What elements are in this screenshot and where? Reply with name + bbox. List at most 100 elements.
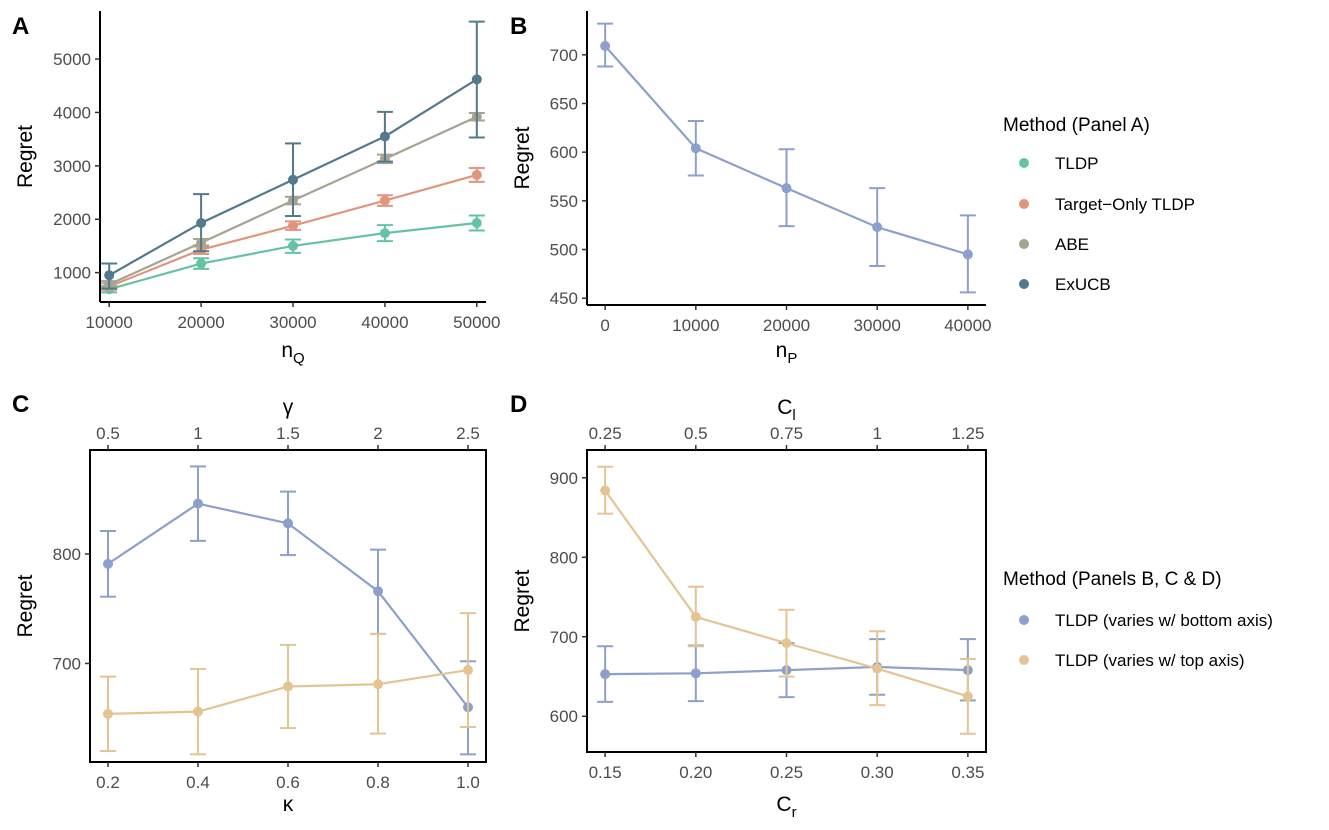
panel-a-series-0-line: [108, 221, 477, 291]
panel-d-top-tick-label: 0.5: [684, 424, 708, 443]
legend-panel-a: Method (Panel A) TLDP Target−Only TLDP A…: [1003, 115, 1195, 294]
legend-panels-bcd: Method (Panels B, C & D) TLDP (varies w/…: [1003, 569, 1273, 670]
panel-c-y-tick-label: 700: [53, 654, 81, 673]
panel-b-x-tick-label: 10000: [672, 316, 719, 335]
panel-d-y-tick-label: 900: [550, 469, 578, 488]
panel-a-y-axis-title: Regret: [14, 125, 37, 188]
panel-c-top-tick-label: 2: [373, 424, 382, 443]
panel-a-x-tick-label: 20000: [177, 313, 224, 332]
panel-a-x-tick-label: 40000: [361, 313, 408, 332]
legend-a-label-exucb: ExUCB: [1055, 275, 1111, 294]
panel-b-y-tick-label: 650: [550, 94, 578, 113]
panel-d-top-tick-label: 1.25: [951, 424, 984, 443]
legend-a-label-tldp: TLDP: [1055, 154, 1098, 173]
legend-a-marker-tldp: [1019, 158, 1029, 168]
panel-a-y-tick-label: 2000: [53, 210, 91, 229]
panel-c-x-tick-label: 0.4: [186, 773, 210, 792]
panel-d-top-tick-label: 0.25: [589, 424, 622, 443]
panel-c-y-axis-title: Regret: [14, 574, 37, 637]
panel-c-x-tick-label: 0.8: [366, 773, 390, 792]
panel-a-y-tick-label: 3000: [53, 157, 91, 176]
panel-b-series-0-point: [872, 222, 883, 233]
panel-d-y-tick-label: 600: [550, 707, 578, 726]
panel-label-d: D: [510, 391, 527, 418]
panel-c-top-tick-label: 1.5: [276, 424, 300, 443]
panel-b-series-0-point: [600, 41, 611, 52]
panel-a-series-3-point: [288, 174, 298, 185]
panel-a-x-tick-label: 50000: [453, 313, 500, 332]
panel-d-chart: 600 700 800 900 0.15 0.20 0.25 0.30 0.35 0.25 0.5 0…: [511, 396, 987, 821]
panel-c-series-1-point: [193, 706, 203, 717]
panel-d-x-tick-label: 0.20: [679, 763, 712, 782]
panel-d-top-tick-label: 1: [872, 424, 881, 443]
legend-a-marker-abe: [1019, 239, 1029, 249]
panel-b-x-tick-label: 30000: [854, 316, 901, 335]
panel-d-top-tick-label: 0.75: [770, 424, 803, 443]
panel-d-y-tick-label: 800: [550, 548, 578, 567]
panel-b-chart: 450 500 550 600 650 700 0 10000 20000 30000 40000 n…: [511, 11, 992, 367]
panel-c-top-tick-label: 0.5: [96, 424, 120, 443]
panel-b-series-0-point: [781, 183, 792, 194]
panel-d-series-1-point: [690, 611, 701, 622]
panel-a-series-3-point: [104, 270, 115, 281]
panel-c-series-0-point: [283, 518, 293, 529]
panel-c-top-tick-label: 1: [193, 424, 202, 443]
panel-c-x-axis-title: κ: [283, 793, 294, 816]
panel-label-a: A: [12, 13, 29, 40]
legend-a-marker-target-only: [1019, 199, 1029, 209]
panel-a-series-1-point: [288, 220, 298, 231]
panel-b-x-axis-title: nP: [776, 339, 798, 367]
panel-c-series-0-point: [103, 558, 113, 569]
panel-b-y-tick-label: 500: [550, 241, 578, 260]
legend-bcd-marker-top: [1019, 655, 1029, 665]
panel-a-series-0-point: [471, 217, 482, 228]
panel-c-y-tick-label: 800: [53, 545, 81, 564]
panel-b-y-tick-label: 550: [550, 192, 578, 211]
panel-b-y-tick-label: 600: [550, 143, 578, 162]
panel-a-y-tick-label: 5000: [53, 50, 91, 69]
panel-b-y-axis-title: Regret: [511, 126, 534, 189]
panel-b-x-tick-label: 0: [600, 316, 609, 335]
panel-d-series-0-point: [600, 669, 611, 680]
panel-label-c: C: [12, 391, 29, 418]
panel-c-x-tick-label: 0.2: [96, 773, 120, 792]
panel-c-series-1-point: [373, 679, 383, 690]
legend-bcd-label-top: TLDP (varies w/ top axis): [1055, 651, 1245, 670]
panel-d-y-axis-title: Regret: [511, 569, 534, 632]
panel-a-x-tick-label: 30000: [269, 313, 316, 332]
panel-d-series-1-point: [962, 691, 973, 702]
panel-a-series-1-point: [379, 195, 390, 206]
panel-c-top-axis-title: γ: [283, 396, 294, 419]
panel-c-x-tick-label: 0.6: [276, 773, 300, 792]
panel-d-x-tick-label: 0.25: [770, 763, 803, 782]
legend-bcd-label-bottom: TLDP (varies w/ bottom axis): [1055, 611, 1273, 630]
legend-a-label-abe: ABE: [1055, 235, 1089, 254]
panel-b-series-0-point: [962, 249, 973, 260]
panel-a-series-3-point: [379, 131, 390, 142]
panel-c-chart: 700 800 0.2 0.4 0.6 0.8 1.0 0.5 1 1.5 2 2.5 γ κ Regret: [14, 396, 487, 816]
panel-a-series-3-point: [471, 74, 482, 85]
panel-d-series-1-point: [600, 485, 611, 496]
panel-a-chart: 1000 2000 3000 4000 5000 10000 20000 30000 40000…: [14, 11, 500, 367]
legend-a-marker-exucb: [1019, 279, 1029, 289]
panel-a-series-3-point: [196, 217, 207, 228]
panel-b-series-0-point: [690, 143, 701, 154]
legend-bcd-title: Method (Panels B, C & D): [1003, 569, 1222, 590]
panel-c-top-tick-label: 2.5: [456, 424, 480, 443]
panel-c-series-0-point: [193, 498, 203, 509]
panel-d-frame: [586, 449, 987, 753]
panel-b-x-tick-label: 20000: [763, 316, 810, 335]
panel-d-x-tick-label: 0.35: [951, 763, 984, 782]
panel-d-y-tick-label: 700: [550, 628, 578, 647]
panel-c-x-tick-label: 1.0: [456, 773, 480, 792]
panel-d-series-0-point: [690, 668, 701, 679]
panel-d-x-tick-label: 0.30: [861, 763, 894, 782]
panel-c-series-1-point: [463, 665, 473, 676]
panel-c-series-0-point: [373, 586, 383, 597]
panel-a-series-1-point: [471, 169, 482, 180]
legend-a-title: Method (Panel A): [1003, 115, 1150, 136]
panel-a-x-tick-label: 10000: [86, 313, 133, 332]
panel-a-series-0-point: [196, 258, 207, 269]
panel-d-series-1-point: [781, 638, 792, 649]
legend-a-label-target-only: Target−Only TLDP: [1055, 195, 1195, 214]
